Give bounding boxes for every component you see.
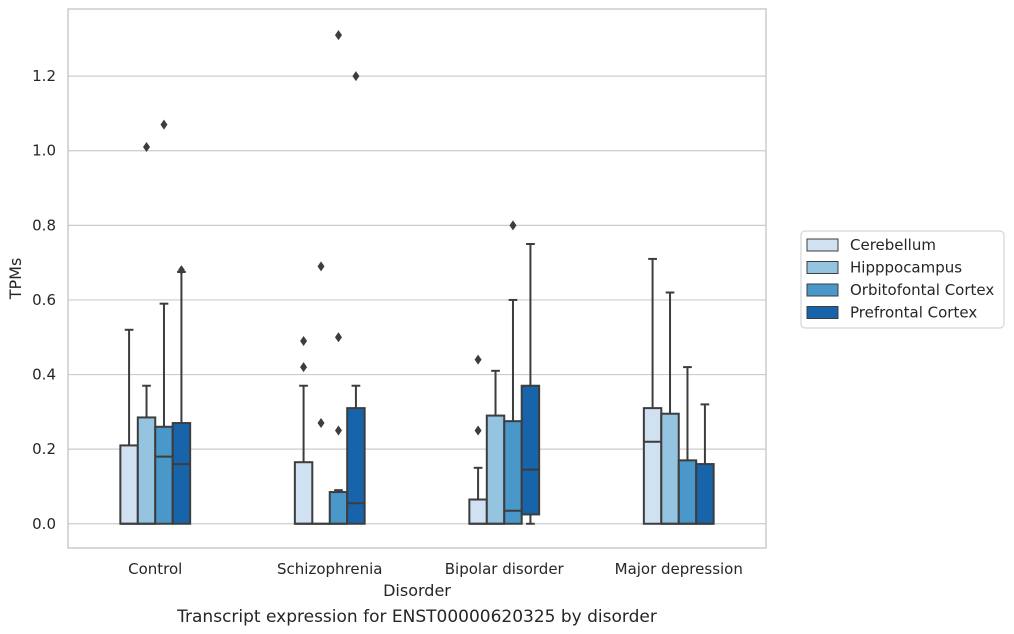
chart-caption: Transcript expression for ENST0000062032…: [176, 607, 657, 627]
box-body: [154, 425, 174, 525]
box: [468, 354, 488, 525]
box-series: [119, 30, 715, 525]
outlier-point: [352, 71, 360, 82]
outlier-point: [474, 425, 482, 436]
y-tick-label: 0.0: [32, 515, 56, 533]
outlier-point: [317, 418, 325, 429]
legend-swatch: [806, 283, 839, 297]
y-tick-label: 0.8: [32, 216, 56, 234]
box-body: [293, 461, 314, 525]
legend-label: Orbitofontal Cortex: [850, 281, 994, 299]
box: [642, 257, 663, 525]
outlier-point: [300, 362, 308, 373]
box-body: [119, 444, 139, 525]
box-body: [346, 407, 366, 525]
box-body: [520, 384, 541, 516]
box-body: [468, 498, 488, 525]
box-body: [503, 420, 523, 525]
legend-label: Cerebellum: [850, 236, 936, 254]
box: [520, 242, 541, 525]
outlier-point: [334, 332, 342, 343]
box-body: [171, 422, 192, 525]
legend-frame: [800, 230, 1005, 329]
axes: 0.0 0.2 0.4 0.6 0.8 1.0 1.2 Control Schizophreni…: [32, 8, 767, 578]
legend-swatch: [806, 306, 839, 319]
legend-label: Prefrontal Cortex: [850, 304, 977, 322]
box-body: [136, 416, 157, 525]
box: [293, 335, 314, 525]
outlier-point: [177, 265, 185, 276]
outlier-point: [317, 261, 325, 272]
legend-swatch: [806, 238, 839, 252]
box-body: [677, 459, 698, 525]
outlier-point: [509, 220, 517, 231]
y-tick-label: 1.0: [32, 142, 56, 160]
box: [154, 119, 174, 525]
box: [171, 265, 192, 525]
y-tick-label: 0.2: [32, 440, 56, 458]
x-axis-title: Disorder: [383, 581, 451, 600]
box: [346, 71, 366, 525]
x-tick-label: Major depression: [615, 560, 743, 578]
y-tick-label: 0.6: [32, 291, 56, 309]
x-tick-label: Schizophrenia: [277, 560, 382, 578]
box: [695, 403, 715, 525]
outlier-point: [160, 119, 168, 130]
outlier-point: [474, 354, 482, 365]
box: [328, 30, 349, 525]
box-body: [485, 414, 506, 525]
x-tick-label: Control: [128, 560, 182, 578]
x-tick-label: Bipolar disorder: [445, 560, 565, 578]
plot-frame: [67, 8, 767, 549]
box: [136, 142, 157, 525]
box-body: [642, 407, 663, 525]
legend: Cerebellum Hipppocampus Orbitofontal Corte…: [800, 230, 1005, 329]
y-tick-label: 0.4: [32, 366, 56, 384]
box-body: [660, 412, 680, 525]
outlier-point: [300, 335, 308, 346]
legend-swatch: [806, 261, 839, 274]
box: [503, 220, 523, 525]
box: [119, 328, 139, 525]
y-axis-title: TPMs: [6, 258, 25, 301]
box-body: [328, 491, 349, 525]
box-body: [695, 463, 715, 525]
legend-label: Hipppocampus: [850, 259, 962, 277]
outlier-point: [334, 30, 342, 41]
y-tick-label: 1.2: [32, 67, 56, 85]
outlier-point: [143, 142, 151, 153]
outlier-point: [334, 425, 342, 436]
